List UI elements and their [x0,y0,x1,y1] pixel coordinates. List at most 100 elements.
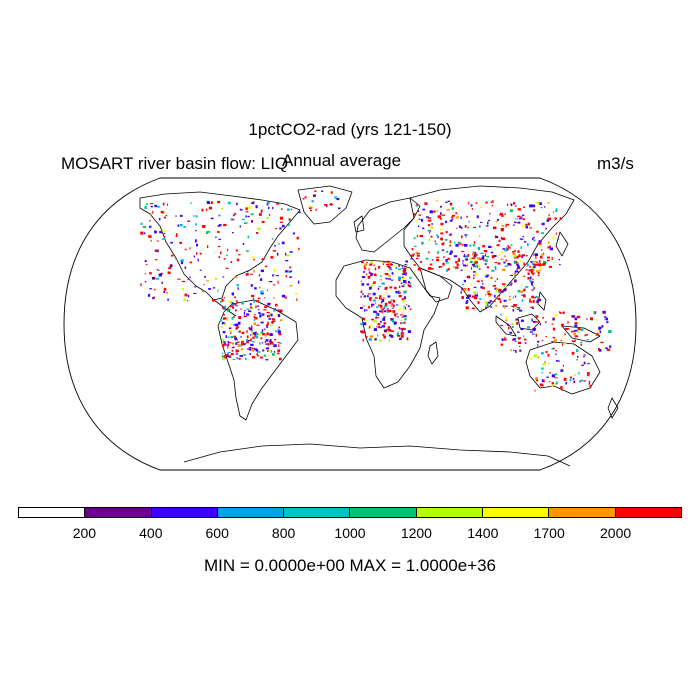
river-dot [285,270,289,273]
river-dot [443,242,445,245]
river-dot [540,232,545,234]
river-dot [417,210,419,212]
river-dot [515,308,519,310]
river-dot [576,349,579,353]
river-dot [388,275,391,277]
coast-greenland [297,185,353,225]
river-dot [451,217,453,220]
river-dot [396,313,399,315]
river-dot [492,301,496,302]
river-dot [366,273,368,276]
river-dot [298,211,301,214]
river-dot [494,287,497,290]
river-dot [400,332,404,335]
river-dot [574,329,578,332]
river-dot [440,205,442,208]
river-dot [365,335,368,339]
river-dot [338,207,341,210]
river-dot [530,281,534,284]
river-dot [175,215,177,217]
river-dot [391,320,395,323]
river-dot [144,260,147,263]
river-dot [238,357,241,360]
river-dot [388,309,392,313]
river-dot [573,374,576,376]
river-dot [286,254,290,257]
river-dot [601,325,604,328]
river-dot [446,250,449,253]
river-dot [315,208,317,211]
river-dot [296,298,298,301]
river-dot [515,205,517,207]
river-dot [392,304,395,307]
river-dot [242,242,245,245]
river-dot [229,329,232,333]
river-dot [468,201,470,205]
river-dot [531,289,534,291]
river-dot [530,270,534,274]
river-dot [158,273,162,277]
river-dot [378,297,382,300]
river-dot [271,320,274,324]
river-dot [279,221,284,223]
river-dot [504,285,507,288]
river-dot [541,249,543,251]
river-dot [519,345,521,347]
river-dot [507,263,511,266]
river-dot [370,284,373,288]
river-dot [285,275,288,278]
river-dot [446,208,450,211]
river-dot [428,238,431,242]
river-dot [533,260,537,263]
river-dot [564,333,566,336]
river-dot [504,336,506,339]
river-dot [520,246,522,250]
river-dot [260,356,263,359]
coastlines [139,185,619,467]
river-dot [383,305,388,308]
river-dot [223,317,227,320]
river-dot [517,250,520,253]
river-dot [417,267,422,271]
river-dot [270,302,272,305]
river-dot [449,202,453,206]
river-dot [402,299,405,303]
river-dot [471,307,475,310]
river-dot [260,210,263,213]
river-dot [212,299,215,302]
river-dot [275,203,280,205]
river-dot [439,218,442,220]
river-dot [422,208,425,211]
river-dot [297,280,300,284]
river-dot [588,382,591,385]
season-title: Annual average [282,151,402,170]
river-dot [552,337,556,339]
river-dot [254,348,258,351]
river-dot [498,291,501,293]
river-dot [268,206,270,209]
river-dot [404,268,406,271]
river-dot [443,256,445,258]
river-dot [463,255,466,258]
river-dot [523,262,525,266]
river-dot [431,223,433,226]
river-dot [395,315,397,318]
river-dot [196,252,198,255]
river-dot [508,246,511,249]
river-dot [369,297,371,301]
river-dot [494,262,498,263]
river-dot [512,325,514,328]
river-dot [543,262,546,266]
river-dot [413,213,416,216]
river-dot [485,201,488,204]
river-dot [229,300,232,304]
river-dot [246,338,248,342]
river-dot [522,214,525,216]
river-dot [246,335,249,339]
river-dot [236,258,240,262]
river-dot [282,224,285,228]
river-dot [235,342,238,344]
river-dot [408,281,410,284]
river-dot [227,341,230,343]
river-dot [374,302,377,304]
